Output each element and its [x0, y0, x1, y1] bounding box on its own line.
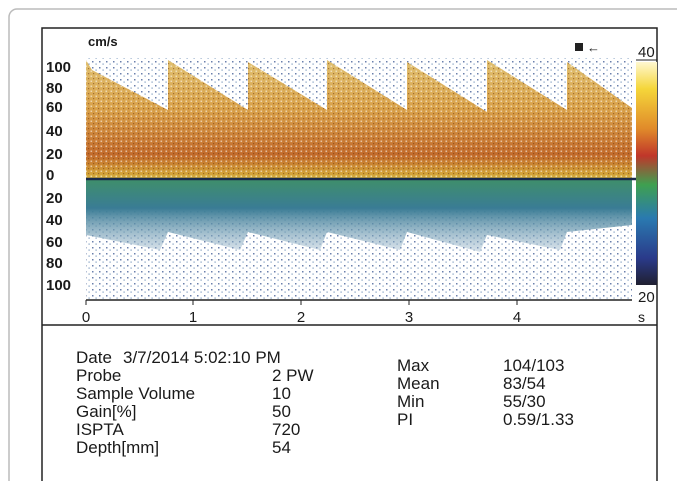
- y-axis-label: 0: [46, 167, 54, 184]
- info-label: Mean: [397, 374, 440, 393]
- info-label: Date: [76, 348, 112, 367]
- y-axis-label: 60: [46, 234, 63, 251]
- y-axis-label: 60: [46, 99, 63, 116]
- y-axis-label: 40: [46, 123, 63, 140]
- info-label: Probe: [76, 366, 121, 385]
- x-axis-label: 1: [189, 309, 197, 326]
- info-label: Min: [397, 392, 424, 411]
- info-label: PI: [397, 410, 413, 429]
- x-unit: s: [638, 309, 645, 325]
- info-value: 3/7/2014 5:02:10 PM: [123, 348, 281, 367]
- y-axis-label: 80: [46, 255, 63, 272]
- info-value: 2 PW: [272, 366, 314, 385]
- y-axis-label: 20: [46, 146, 63, 163]
- outer-frame: [8, 8, 677, 481]
- y-axis-label: 100: [46, 59, 71, 76]
- y-unit: cm/s: [88, 34, 118, 49]
- info-label: Gain[%]: [76, 402, 136, 421]
- y-axis-label: 80: [46, 80, 63, 97]
- info-value: 50: [272, 402, 291, 421]
- colorbar-top: 40: [638, 44, 655, 61]
- labels: 100 80 60 40 20 0 20 40 60 80 100 0 1 2 3 4 Date 3/7/2014…: [46, 59, 574, 457]
- x-axis-label: 2: [297, 309, 305, 326]
- info-value: 55/30: [503, 392, 546, 411]
- info-label: Depth[mm]: [76, 438, 159, 457]
- arrow-icon: ←: [587, 40, 600, 55]
- y-axis-label: 100: [46, 277, 71, 294]
- x-axis-label: 4: [513, 309, 521, 326]
- color-bar: [636, 62, 657, 285]
- info-value: 54: [272, 438, 291, 457]
- y-axis-label: 20: [46, 190, 63, 207]
- info-label: ISPTA: [76, 420, 125, 439]
- x-axis-label: 0: [82, 309, 90, 326]
- spectrogram: [86, 58, 636, 301]
- x-axis-label: 3: [405, 309, 413, 326]
- info-value: 0.59/1.33: [503, 410, 574, 429]
- info-value: 720: [272, 420, 300, 439]
- info-label: Sample Volume: [76, 384, 195, 403]
- marker-icon: [575, 43, 583, 51]
- forward-texture: [86, 60, 632, 179]
- info-value: 83/54: [503, 374, 546, 393]
- colorbar-bottom: 20: [638, 289, 655, 306]
- info-value: 10: [272, 384, 291, 403]
- info-value: 104/103: [503, 356, 564, 375]
- y-axis-label: 40: [46, 212, 63, 229]
- info-label: Max: [397, 356, 430, 375]
- reverse-flow: [86, 179, 632, 252]
